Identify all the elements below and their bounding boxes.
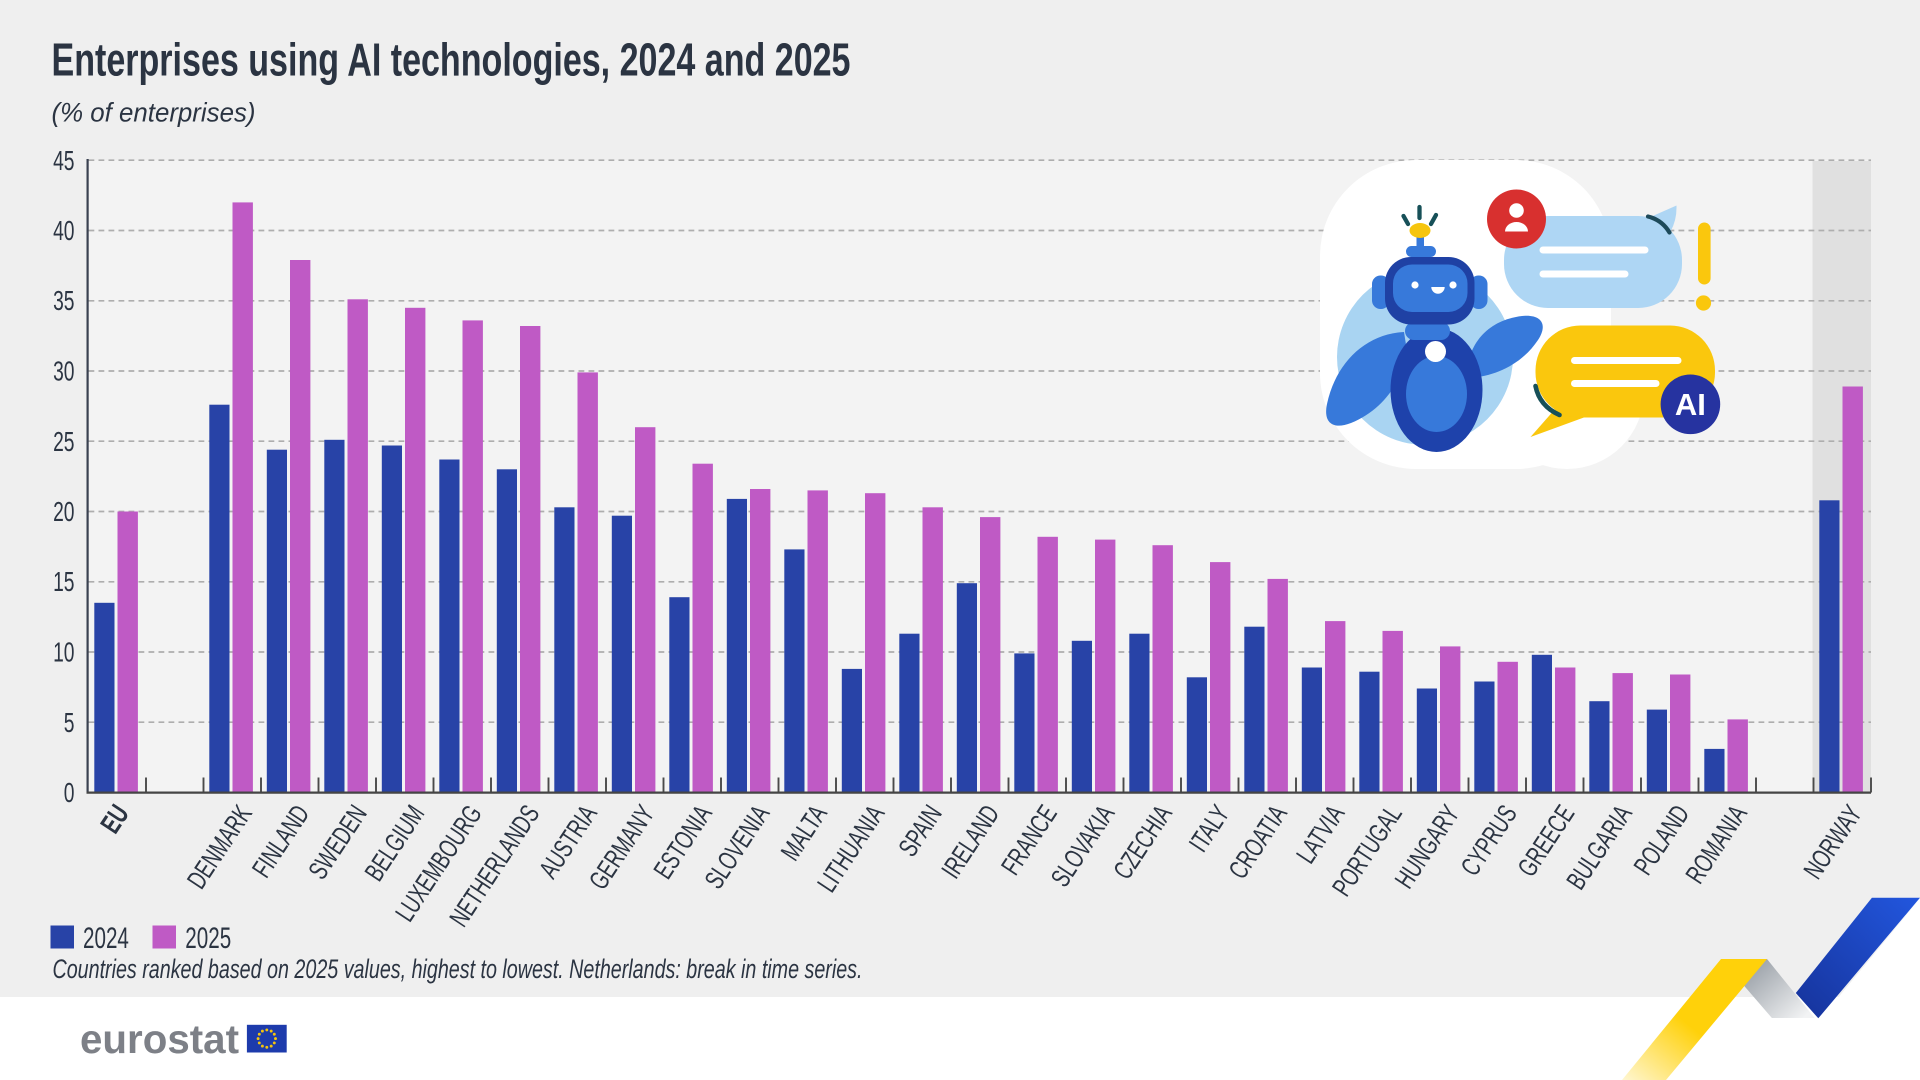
svg-text:45: 45: [53, 145, 74, 176]
svg-text:Countries ranked based on 2025: Countries ranked based on 2025 values, h…: [53, 954, 863, 984]
svg-text:30: 30: [53, 356, 74, 387]
svg-text:10: 10: [53, 637, 74, 668]
svg-text:eurostat: eurostat: [80, 1016, 239, 1062]
svg-text:25: 25: [53, 426, 74, 457]
svg-text:0: 0: [64, 777, 75, 808]
svg-text:20: 20: [53, 496, 74, 527]
svg-text:2025: 2025: [185, 922, 231, 955]
svg-text:(% of enterprises): (% of enterprises): [52, 98, 256, 128]
svg-text:5: 5: [64, 707, 75, 738]
svg-text:15: 15: [53, 566, 74, 597]
svg-text:Enterprises using AI technolog: Enterprises using AI technologies, 2024 …: [52, 34, 851, 86]
svg-text:AI: AI: [1675, 387, 1706, 422]
svg-text:35: 35: [53, 285, 74, 316]
svg-text:40: 40: [53, 215, 74, 246]
svg-text:2024: 2024: [83, 922, 129, 955]
